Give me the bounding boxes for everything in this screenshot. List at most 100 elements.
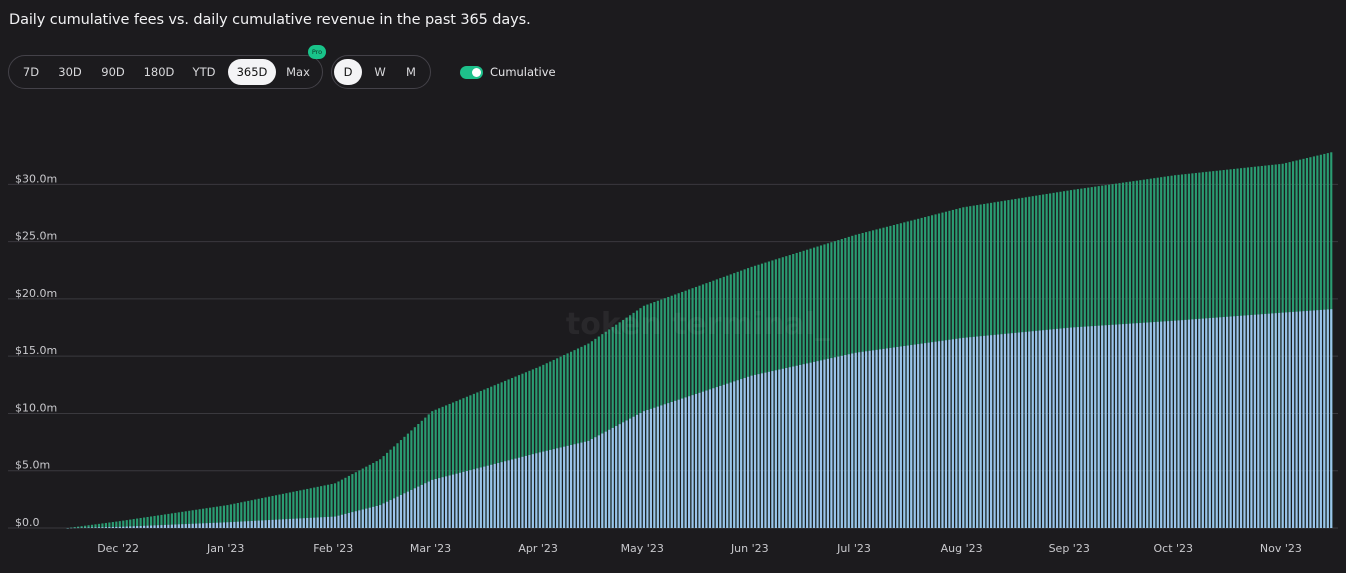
revenue-bar	[1298, 311, 1302, 528]
revenue-bar	[490, 464, 493, 528]
fees-bar	[115, 521, 118, 528]
revenue-bar	[1198, 318, 1201, 528]
revenue-bar	[1114, 324, 1118, 528]
revenue-bar	[1243, 315, 1246, 528]
fees-bar	[375, 461, 378, 528]
fees-bar	[476, 392, 479, 528]
revenue-bar	[198, 523, 201, 528]
revenue-bar	[122, 526, 125, 528]
fees-bar	[406, 433, 409, 528]
x-tick-label: Feb '23	[313, 542, 353, 555]
revenue-bar	[656, 406, 659, 528]
revenue-bar	[1177, 320, 1180, 528]
revenue-bar	[517, 457, 521, 528]
revenue-bar	[177, 524, 180, 528]
fees-bar	[431, 411, 434, 528]
revenue-bar	[667, 403, 670, 528]
revenue-bar	[104, 527, 107, 528]
fees-bar	[524, 372, 528, 528]
y-tick-label: $25.0m	[15, 230, 57, 243]
revenue-bar	[826, 358, 830, 528]
fees-bar	[156, 515, 160, 528]
fees-bar	[389, 449, 392, 528]
fees-bar	[264, 497, 267, 528]
fees-bar	[181, 511, 184, 528]
revenue-bar	[521, 456, 524, 528]
revenue-bar	[361, 509, 364, 528]
revenue-bar	[583, 441, 587, 528]
revenue-bar	[413, 488, 416, 528]
revenue-bar	[1003, 333, 1007, 528]
fees-bar	[167, 513, 170, 528]
fees-bar	[146, 516, 149, 528]
revenue-bar	[153, 525, 156, 528]
revenue-bar	[316, 517, 319, 528]
revenue-bar	[642, 411, 646, 528]
revenue-bar	[778, 369, 781, 528]
revenue-bar	[771, 371, 774, 528]
granularity-option-week[interactable]: W	[374, 65, 386, 79]
range-option-7d[interactable]: 7D	[22, 65, 40, 79]
range-option-30d[interactable]: 30D	[58, 65, 82, 79]
fees-bar	[441, 406, 444, 528]
x-tick-label: Apr '23	[518, 542, 558, 555]
revenue-bar	[729, 382, 732, 528]
revenue-bar	[396, 496, 399, 528]
fees-bar	[576, 348, 580, 528]
revenue-bar	[261, 520, 264, 528]
revenue-bar	[129, 526, 132, 528]
cumulative-toggle[interactable]	[460, 66, 483, 79]
range-option-180d[interactable]: 180D	[143, 65, 175, 79]
revenue-bar	[1309, 310, 1312, 528]
range-option-max[interactable]: Max	[286, 65, 310, 79]
revenue-bar	[986, 335, 989, 528]
revenue-bar	[167, 524, 170, 528]
fees-bar	[358, 470, 361, 528]
fees-bar	[188, 510, 191, 528]
fees-bar	[274, 495, 278, 528]
fees-bar	[392, 446, 396, 528]
granularity-option-day[interactable]: D	[334, 59, 362, 85]
y-tick-label: $5.0m	[15, 459, 50, 472]
revenue-bar	[184, 524, 187, 528]
revenue-bar	[917, 344, 920, 528]
fees-bar	[70, 527, 73, 529]
revenue-bar	[875, 349, 878, 528]
x-tick-label: Aug '23	[941, 542, 983, 555]
revenue-bar	[1062, 328, 1066, 528]
range-option-ytd[interactable]: YTD	[192, 65, 216, 79]
revenue-bar	[566, 445, 569, 528]
revenue-bar	[1260, 314, 1263, 528]
revenue-bar	[806, 363, 809, 528]
revenue-bar	[417, 486, 420, 528]
revenue-bar	[240, 521, 243, 528]
fees-bar	[597, 336, 600, 528]
granularity-option-month[interactable]: M	[406, 65, 416, 79]
fees-bar	[174, 512, 177, 528]
revenue-bar	[1017, 332, 1020, 528]
revenue-bar	[1163, 321, 1166, 528]
revenue-bar	[573, 444, 576, 528]
revenue-bar	[205, 523, 208, 528]
toggle-knob	[472, 68, 481, 77]
range-option-365d[interactable]: 365D	[228, 59, 276, 85]
range-option-90d[interactable]: 90D	[101, 65, 125, 79]
fees-bar	[486, 388, 489, 528]
revenue-bar	[885, 348, 889, 528]
fees-bar	[601, 334, 604, 528]
revenue-bar	[847, 354, 850, 528]
revenue-bar	[306, 518, 309, 528]
fees-bar	[413, 427, 416, 528]
revenue-bar	[712, 388, 715, 528]
fees-bar	[344, 477, 347, 528]
revenue-bar	[156, 525, 160, 528]
revenue-bar	[125, 526, 128, 528]
revenue-bar	[979, 336, 982, 528]
revenue-bar	[195, 523, 198, 528]
revenue-bar	[882, 348, 885, 528]
revenue-bar	[497, 463, 500, 528]
revenue-bar	[163, 524, 166, 528]
revenue-bar	[420, 484, 423, 528]
revenue-bar	[681, 398, 684, 528]
fees-bar	[417, 423, 420, 528]
